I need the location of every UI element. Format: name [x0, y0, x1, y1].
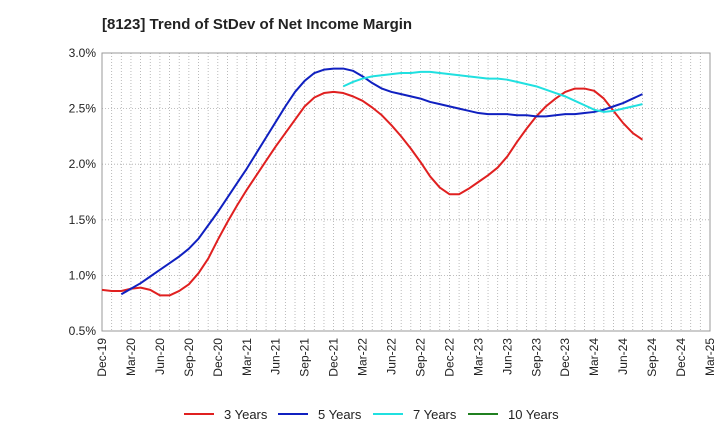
x-tick-label: Dec-22 — [442, 338, 456, 377]
x-tick-label: Dec-23 — [558, 338, 572, 377]
x-tick-label: Sep-21 — [298, 338, 312, 377]
plot-frame — [101, 52, 711, 332]
x-tick-label: Jun-23 — [500, 338, 514, 375]
x-tick-label: Sep-23 — [529, 338, 543, 377]
y-tick-label: 0.5% — [69, 324, 97, 338]
series-lines — [101, 67, 644, 297]
x-tick-label: Mar-21 — [240, 338, 254, 376]
y-axis-ticks: 0.5% 1.0% 1.5% 2.0% 2.5% 3.0% — [69, 46, 97, 338]
x-tick-label: Sep-22 — [413, 338, 427, 377]
series-line-7-years — [342, 70, 643, 113]
series-line-5-years — [120, 67, 643, 296]
x-tick-label: Dec-21 — [327, 338, 341, 377]
x-tick-label: Mar-23 — [471, 338, 485, 376]
legend-label: 3 Years — [224, 407, 268, 422]
x-tick-label: Dec-24 — [674, 338, 688, 377]
x-tick-label: Sep-24 — [645, 338, 659, 377]
x-tick-label: Dec-19 — [95, 338, 109, 377]
y-tick-label: 1.0% — [69, 268, 97, 282]
y-tick-label: 1.5% — [69, 213, 97, 227]
x-tick-label: Jun-22 — [385, 338, 399, 375]
x-tick-label: Dec-20 — [211, 338, 225, 377]
x-tick-label: Mar-20 — [124, 338, 138, 376]
x-axis-ticks: Dec-19 Mar-20 Jun-20 Sep-20 Dec-20 Mar-21 Jun-… — [95, 338, 717, 377]
x-tick-label: Jun-20 — [153, 338, 167, 375]
y-tick-label: 2.5% — [69, 102, 97, 116]
x-tick-label: Mar-24 — [587, 338, 601, 376]
legend-label: 5 Years — [318, 407, 362, 422]
x-tick-label: Mar-25 — [703, 338, 717, 376]
legend-label: 10 Years — [508, 407, 559, 422]
series-line-3-years — [101, 87, 644, 297]
chart-title: [8123] Trend of StDev of Net Income Marg… — [102, 16, 413, 33]
y-tick-label: 3.0% — [69, 46, 97, 60]
x-tick-label: Jun-24 — [616, 338, 630, 375]
y-tick-label: 2.0% — [69, 157, 97, 171]
legend: 3 Years 5 Years 7 Years 10 Years — [184, 407, 559, 422]
x-tick-label: Sep-20 — [182, 338, 196, 377]
grid — [102, 53, 710, 331]
legend-label: 7 Years — [413, 407, 457, 422]
x-tick-label: Mar-22 — [356, 338, 370, 376]
x-tick-label: Jun-21 — [269, 338, 283, 375]
